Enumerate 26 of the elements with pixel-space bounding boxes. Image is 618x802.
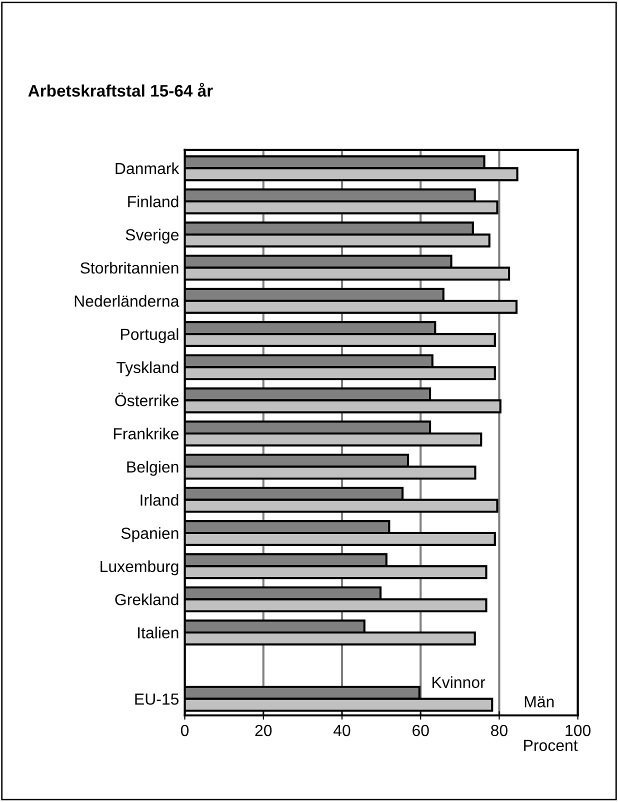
x-axis-title: Procent [524, 740, 578, 752]
y-tick-label: Spanien [121, 527, 178, 542]
x-tick-label: 100 [566, 724, 591, 736]
x-tick-label: 80 [491, 724, 508, 736]
text: Män [524, 696, 554, 708]
x-tick-label: 20 [255, 724, 272, 736]
y-tick-label: Luxemburg [100, 560, 178, 576]
series-label: Kvinnor [432, 676, 486, 688]
y-tick-label: Irland [140, 494, 178, 506]
y-tick-label: Sverige [126, 228, 179, 244]
chart-title: Arbetskraftstal 15-64 år [28, 82, 213, 97]
x-tick-label: 40 [333, 724, 350, 736]
y-tick-label: Danmark [116, 162, 180, 174]
x-tick-label: 0 [180, 724, 189, 736]
y-tick-label: Storbritannien [80, 262, 178, 274]
x-tick-label: 60 [412, 724, 429, 736]
y-tick-label: EU-15 [135, 694, 179, 705]
y-tick-label: Nederländerna [74, 295, 180, 307]
y-tick-label: Italien [138, 626, 178, 638]
y-tick-label: Grekland [115, 594, 178, 606]
y-tick-label: Österrike [115, 392, 179, 406]
y-tick-label: Tyskland [116, 361, 178, 376]
y-tick-label: Frankrike [114, 428, 179, 440]
y-tick-label: Portugal [121, 328, 178, 344]
y-tick-label: Belgien [127, 460, 178, 476]
y-tick-label: Finland [128, 196, 178, 208]
